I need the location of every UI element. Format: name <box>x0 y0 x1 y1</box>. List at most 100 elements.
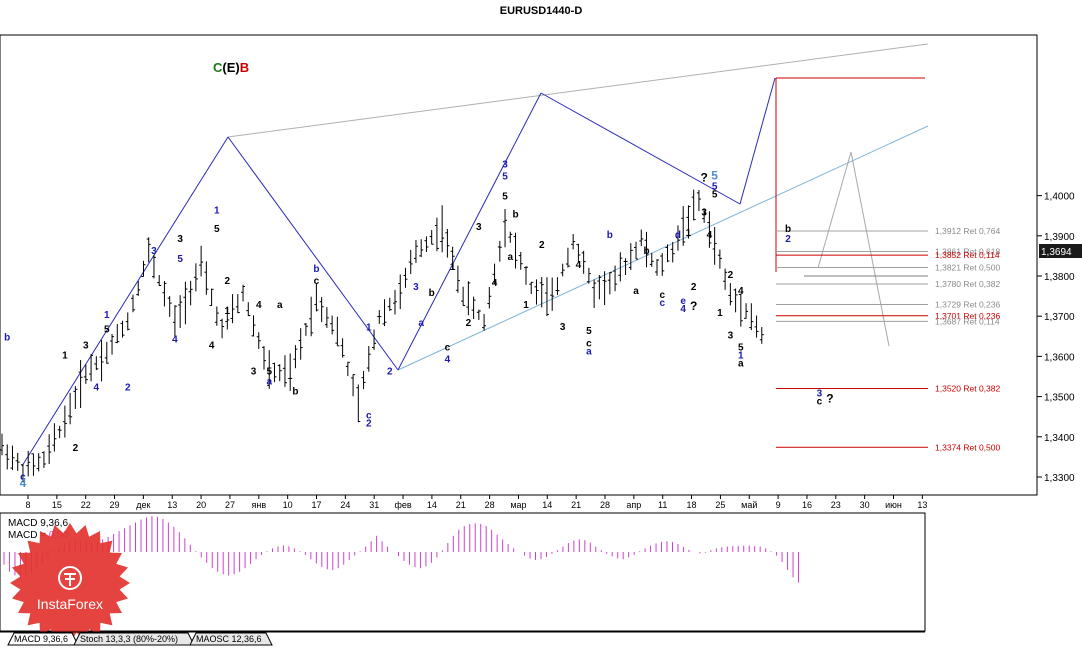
zigzag-blue-2 <box>227 136 399 371</box>
time-tick-label: янв <box>251 500 266 510</box>
wave-label: b <box>313 264 319 275</box>
price-bar <box>157 274 162 287</box>
price-bar <box>230 294 235 324</box>
time-tick-label: 17 <box>311 500 321 510</box>
wave-label: 3 <box>701 208 707 219</box>
price-bar <box>607 272 612 295</box>
price-bar <box>691 189 696 221</box>
price-bar <box>68 392 73 425</box>
wave-label: c <box>20 472 26 483</box>
wave-label: a <box>277 300 283 311</box>
price-bar <box>476 309 481 320</box>
price-bar <box>387 297 392 311</box>
time-tick-label: 24 <box>340 500 350 510</box>
price-bar <box>508 231 513 243</box>
price-bar <box>293 345 298 369</box>
price-bar <box>550 277 555 311</box>
price-tick-label: 1,3700 <box>1044 312 1075 323</box>
price-bar <box>151 254 156 279</box>
wave-label: 5 <box>738 342 744 353</box>
time-tick-label: 13 <box>167 500 177 510</box>
price-bar <box>555 277 560 295</box>
price-bar <box>5 444 10 470</box>
wave-label: d <box>675 230 681 241</box>
price-bar <box>518 251 523 270</box>
price-bar <box>20 464 25 483</box>
upper-channel-line <box>227 43 929 138</box>
watermark-text: InstaForex <box>37 596 103 612</box>
wave-label: 3 <box>502 159 508 170</box>
wave-label: c <box>314 276 320 287</box>
tab-macd[interactable]: MACD 9,36,6 <box>7 632 79 646</box>
wave-label: c <box>445 342 451 353</box>
price-bar <box>749 303 754 331</box>
price-bar <box>62 405 67 438</box>
price-bar <box>503 209 508 248</box>
wave-label: 1 <box>214 206 220 217</box>
pattern-e: (E) <box>222 60 239 75</box>
time-tick-label: 11 <box>658 500 667 510</box>
price-bar <box>623 258 628 276</box>
price-bar <box>246 302 251 317</box>
price-bar <box>83 364 88 384</box>
zigzag-blue-1 <box>21 136 229 467</box>
wave-label: ? <box>700 171 707 185</box>
wave-label: 4 <box>707 230 713 241</box>
wave-label: 1 <box>686 228 692 239</box>
wave-label: 5 <box>712 190 718 201</box>
price-bar <box>581 250 586 274</box>
projection-line-2 <box>850 151 890 347</box>
wave-label: 1 <box>523 300 529 311</box>
tab-macd-shape <box>7 632 79 646</box>
price-bar <box>696 189 701 212</box>
price-bar <box>282 355 287 387</box>
price-bar <box>586 267 591 284</box>
price-bar <box>267 350 272 389</box>
price-bar <box>136 280 141 296</box>
price-bar <box>440 205 445 253</box>
wave-label: 5 <box>177 254 183 265</box>
macd-panel-frame <box>0 512 926 632</box>
wave-label: 5 <box>502 192 508 203</box>
price-bar <box>450 246 455 270</box>
wave-label: 1 <box>738 350 744 361</box>
price-bar <box>52 423 57 452</box>
price-bar <box>571 234 576 250</box>
wave-label: 5 <box>586 326 592 337</box>
price-bar <box>723 268 728 290</box>
time-tick-label: 23 <box>831 500 841 510</box>
time-tick-label: 28 <box>485 500 495 510</box>
wave-label: 1 <box>450 262 456 273</box>
wave-label: 1 <box>366 322 372 333</box>
wave-label: 4 <box>209 340 215 351</box>
time-tick-label: 16 <box>802 500 812 510</box>
tab-macd-label: MACD 9,36,6 <box>14 634 68 644</box>
pattern-label: C(E)B <box>213 60 249 75</box>
price-bar <box>613 265 618 292</box>
price-bar <box>345 361 350 377</box>
wave-label: 3 <box>151 246 157 257</box>
tab-stoch[interactable]: Stoch 13,3,3 (80%-20%) <box>73 632 195 646</box>
price-bar <box>141 260 146 277</box>
time-tick-label: 18 <box>687 500 697 510</box>
wave-label: 1 <box>225 306 231 317</box>
tab-maosc[interactable]: MAOSC 12,36,6 <box>189 632 273 646</box>
price-bar <box>655 259 659 276</box>
price-bar <box>592 279 597 309</box>
time-tick-label: 9 <box>776 500 781 510</box>
wave-label: c <box>659 298 665 309</box>
wave-label: a <box>586 346 592 357</box>
wave-label: 2 <box>785 234 791 245</box>
price-bar <box>115 323 120 344</box>
zigzag-blue-4 <box>540 92 741 205</box>
wave-label: b <box>4 332 10 343</box>
price-bar <box>393 289 397 315</box>
price-bar <box>209 288 214 307</box>
wave-label: a <box>633 286 639 297</box>
price-bar <box>744 303 749 319</box>
fib-level-label: 1,3520 Ret 0,382 <box>935 384 1000 394</box>
price-bar <box>277 364 282 382</box>
fib-level-label: 1,3912 Ret 0,764 <box>935 226 1000 236</box>
